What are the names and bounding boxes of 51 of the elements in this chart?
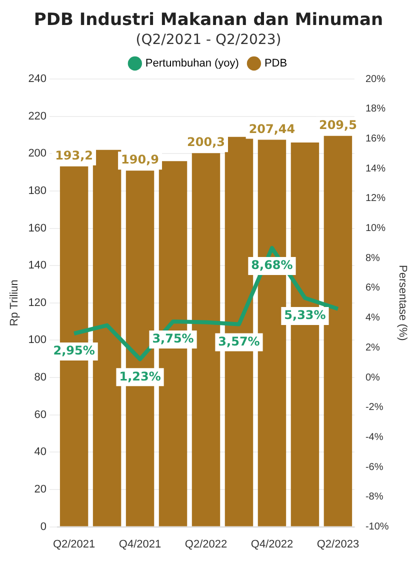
y-tick-label: 20 [34,484,47,496]
y2-tick-label: 0% [365,372,380,384]
data-label: 209,5 [318,118,357,132]
y-tick-label: 40 [34,446,47,458]
y-axis-title: Rp Triliun [8,280,21,326]
legend-label: PDB [264,58,288,70]
y2-tick-label: -2% [365,402,384,414]
y2-tick-label: 8% [365,252,380,264]
y-tick-label: 200 [28,148,47,160]
data-label: 200,3 [187,135,225,150]
y-tick-label: 180 [28,184,47,197]
y-tick-label: 60 [34,408,47,421]
y-tick-label: 140 [28,260,47,272]
y-tick-label: 80 [34,372,47,384]
data-label: 1,23% [119,369,161,384]
data-label: 193,2 [55,148,94,162]
x-tick-label: Q4/2021 [118,538,162,550]
data-label: 3,75% [152,332,194,346]
data-label: 5,33% [284,308,326,322]
y-tick-label: 100 [28,334,47,346]
y2-tick-label: -8% [365,492,384,503]
y-tick-label: 240 [28,73,47,86]
data-label: 2,95% [53,344,95,358]
data-label: 3,57% [218,334,260,348]
x-tick-label: Q2/2023 [316,538,360,550]
y2-tick-label: 10% [365,223,386,234]
y2-tick-label: 14% [365,163,386,174]
y2-tick-label: 2% [365,342,380,354]
y2-tick-label: -10% [365,522,389,533]
y2-axis-title: Persentase (%) [396,264,408,341]
chart-subtitle: (Q2/2021 - Q2/2023) [134,32,282,48]
y2-tick-label: 6% [365,282,380,294]
y2-tick-label: 20% [365,74,386,85]
x-tick-label: Q2/2021 [52,538,96,550]
y2-tick-label: 12% [365,193,386,204]
y-tick-label: 160 [28,222,47,234]
x-tick-label: Q2/2022 [184,538,228,550]
data-label: 190,9 [121,152,160,167]
y2-tick-label: -6% [365,462,384,473]
y2-tick-label: -4% [365,432,384,443]
y-tick-label: 0 [40,520,47,533]
y-tick-label: 120 [28,296,47,309]
x-tick-label: Q4/2022 [250,538,294,550]
legend-label: Pertumbuhan (yoy) [145,58,239,70]
y2-tick-label: 4% [365,312,380,324]
data-label: 8,68% [251,258,293,272]
chart-title: PDB Industri Makanan dan Minuman [32,10,384,30]
y2-tick-label: 18% [365,104,386,115]
y-tick-label: 220 [28,110,47,122]
y2-tick-label: 16% [365,133,386,144]
data-label: 207,44 [248,122,296,136]
